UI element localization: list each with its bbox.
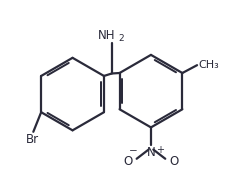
Text: −: − <box>129 146 138 156</box>
Text: +: + <box>156 145 164 155</box>
Text: Br: Br <box>26 133 39 146</box>
Text: O: O <box>170 155 179 168</box>
Text: N: N <box>147 146 155 159</box>
Text: NH: NH <box>98 29 116 42</box>
Text: CH₃: CH₃ <box>199 60 219 70</box>
Text: 2: 2 <box>119 34 124 43</box>
Text: O: O <box>123 155 132 168</box>
